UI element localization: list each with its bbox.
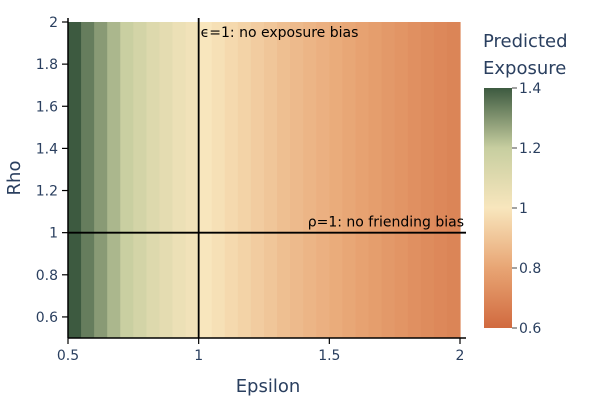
y-tick-label: 2 [49, 15, 58, 31]
x-axis-title: Epsilon [236, 376, 301, 397]
y-tick-label: 1.6 [36, 99, 58, 115]
colorbar-tick-label: 1.2 [519, 141, 541, 157]
heatmap-column [316, 22, 330, 338]
x-tick-label: 1.5 [318, 348, 340, 364]
heatmap-column [120, 22, 134, 338]
heatmap-column [290, 22, 304, 338]
y-axis-ticks: 0.6 0.8 1 1.2 1.4 1.6 1.8 2 [36, 15, 68, 326]
colorbar-tick-label: 1 [519, 201, 528, 217]
colorbar-tick-label: 0.8 [519, 261, 541, 277]
colorbar-title-line-1: Predicted [483, 31, 568, 52]
heatmap-column [198, 22, 213, 338]
vertical-reference-label: ϵ=1: no exposure bias [201, 25, 359, 41]
heatmap-column [224, 22, 239, 338]
heatmap-column [250, 22, 265, 338]
y-axis-title: Rho [4, 161, 25, 196]
heatmap-column [146, 22, 161, 338]
horizontal-reference-label: ρ=1: no friending bias [308, 215, 464, 231]
colorbar-title-line-2: Exposure [483, 58, 566, 79]
heatmap-column [394, 22, 409, 338]
heatmap-column [342, 22, 357, 338]
heatmap-column [420, 22, 435, 338]
heatmap-column [355, 22, 370, 338]
heatmap-column [381, 22, 396, 338]
heatmap-column [81, 22, 95, 338]
heatmap-column [68, 22, 82, 338]
y-tick-label: 1.2 [36, 184, 58, 200]
heatmap-column [107, 22, 121, 338]
colorbar-tick-label: 0.6 [519, 321, 541, 337]
colorbar-ticks: 0.6 0.8 1 1.2 1.4 [512, 81, 541, 337]
colorbar-gradient [484, 88, 512, 328]
y-tick-label: 1.8 [36, 57, 58, 73]
y-tick-label: 0.6 [36, 310, 58, 326]
heatmap-column [159, 22, 174, 338]
heatmap-column [407, 22, 422, 338]
heatmap-column [237, 22, 252, 338]
colorbar-tick-label: 1.4 [519, 81, 541, 97]
y-tick-label: 1.4 [36, 141, 58, 157]
heatmap-column [264, 22, 278, 338]
x-tick-label: 2 [456, 348, 465, 364]
x-axis-ticks: 0.5 1 1.5 2 [57, 338, 465, 364]
y-tick-label: 1 [49, 226, 58, 242]
heatmap-column [329, 22, 343, 338]
heatmap-column [94, 22, 108, 338]
x-tick-label: 1 [194, 348, 203, 364]
heatmap-column [433, 22, 448, 338]
heatmap-cells [68, 22, 461, 338]
reference-lines: ϵ=1: no exposure bias ρ=1: no friending b… [68, 18, 466, 338]
heatmap-column [133, 22, 147, 338]
x-tick-label: 0.5 [57, 348, 79, 364]
heatmap-column [211, 22, 226, 338]
heatmap-column [277, 22, 291, 338]
y-tick-label: 0.8 [36, 268, 58, 284]
heatmap-column [303, 22, 317, 338]
heatmap-column [172, 22, 187, 338]
heatmap-column [446, 22, 461, 338]
heatmap-column [185, 22, 200, 338]
heatmap-column [368, 22, 383, 338]
